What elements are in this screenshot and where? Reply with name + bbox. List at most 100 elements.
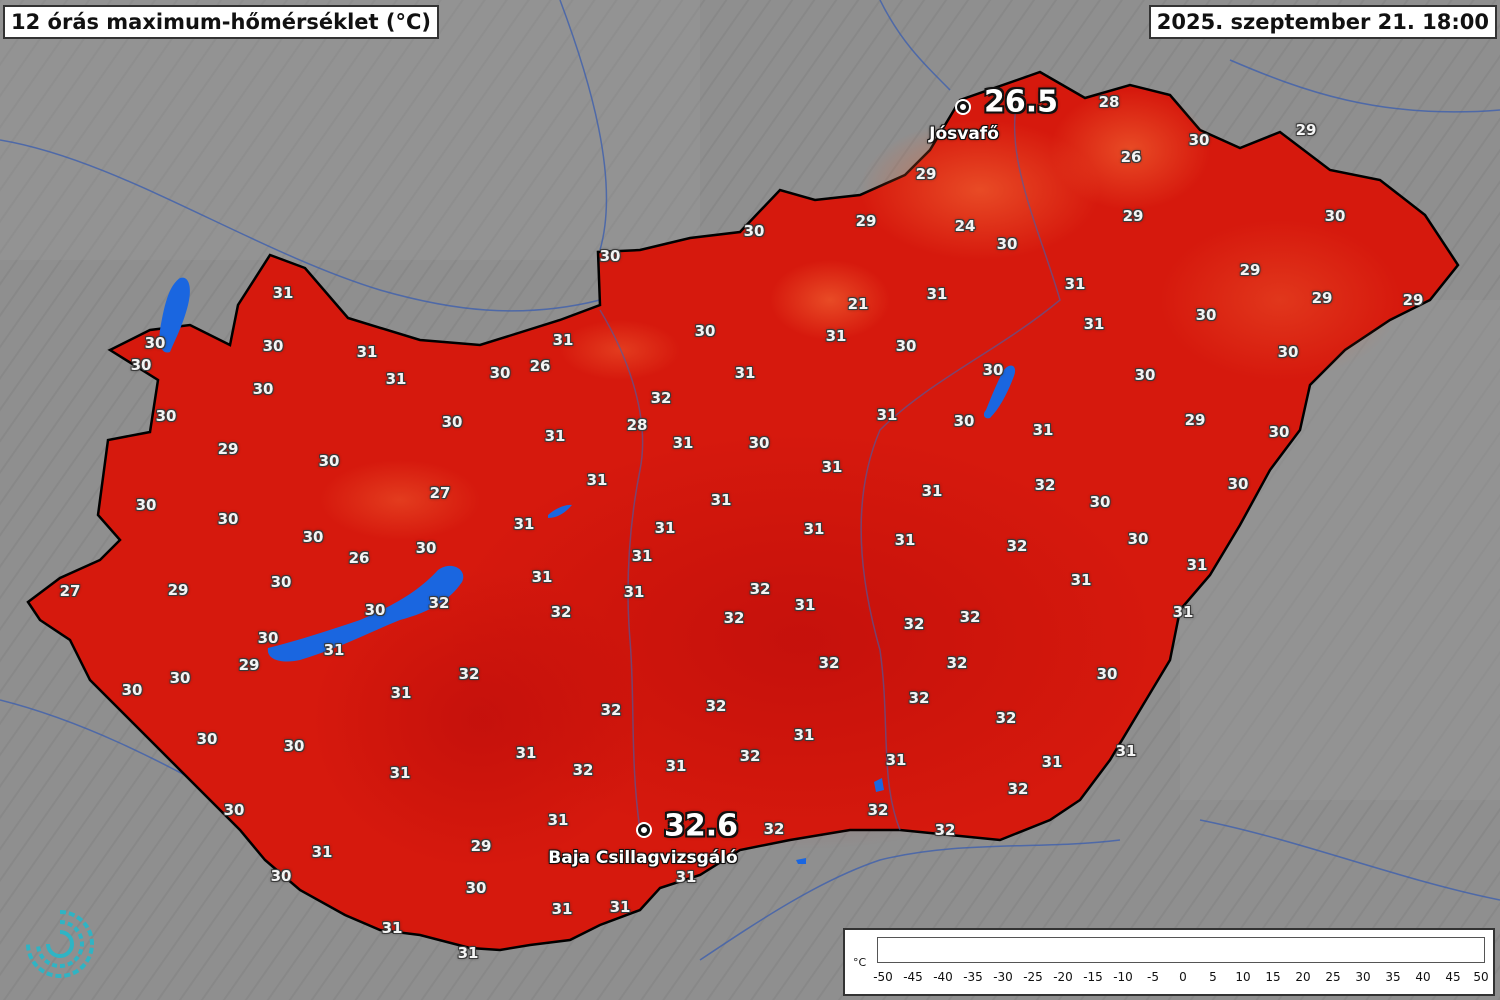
temperature-value: 31: [544, 427, 566, 445]
legend-tick: 45: [1445, 970, 1461, 984]
temperature-value: 29: [1295, 121, 1317, 139]
temperature-value: 29: [167, 581, 189, 599]
legend-tick: -25: [1023, 970, 1043, 984]
temperature-value: 31: [876, 406, 898, 424]
temperature-value: 31: [885, 751, 907, 769]
temperature-value: 31: [1064, 275, 1086, 293]
meteorological-service-logo-icon: [26, 910, 94, 978]
legend-tick: 15: [1265, 970, 1281, 984]
temperature-value: 30: [953, 412, 975, 430]
temperature-value: 28: [626, 416, 648, 434]
temperature-value: 30: [217, 510, 239, 528]
temperature-value: 30: [599, 247, 621, 265]
temperature-value: 30: [441, 413, 463, 431]
station-marker-josvafo[interactable]: [957, 101, 969, 113]
temperature-value: 30: [1089, 493, 1111, 511]
temperature-value: 30: [694, 322, 716, 340]
temperature-value: 29: [1122, 207, 1144, 225]
temperature-value: 30: [144, 334, 166, 352]
temperature-value: 30: [121, 681, 143, 699]
temperature-value: 31: [609, 898, 631, 916]
temperature-value: 31: [921, 482, 943, 500]
temperature-value: 32: [959, 608, 981, 626]
legend-tick: -35: [963, 970, 983, 984]
temperature-value: 31: [1032, 421, 1054, 439]
temperature-value: 31: [794, 596, 816, 614]
temperature-value: 31: [894, 531, 916, 549]
temperature-value: 29: [855, 212, 877, 230]
temperature-value: 29: [238, 656, 260, 674]
temperature-value: 30: [1195, 306, 1217, 324]
river-outside: [879, 0, 951, 91]
temperature-value: 32: [572, 761, 594, 779]
temperature-value: 32: [550, 603, 572, 621]
legend-tick: 5: [1209, 970, 1217, 984]
legend-tick: 20: [1295, 970, 1311, 984]
temperature-value: 30: [1227, 475, 1249, 493]
temperature-value: 29: [217, 440, 239, 458]
temperature-value: 31: [551, 900, 573, 918]
temperature-value: 31: [1070, 571, 1092, 589]
temperature-value: 31: [586, 471, 608, 489]
legend-tick: -45: [903, 970, 923, 984]
temperature-value: 31: [457, 944, 479, 962]
temperature-value: 31: [821, 458, 843, 476]
temperature-value: 30: [155, 407, 177, 425]
map-datetime: 2025. szeptember 21. 18:00: [1148, 5, 1497, 39]
temperature-value: 29: [1311, 289, 1333, 307]
temperature-value: 30: [465, 879, 487, 897]
temperature-value: 32: [867, 801, 889, 819]
temperature-value: 30: [1324, 207, 1346, 225]
temperature-value: 27: [429, 484, 451, 502]
temperature-value: 30: [1268, 423, 1290, 441]
lake-neusiedl: [159, 277, 190, 353]
lake-balaton: [267, 565, 464, 662]
temperature-value: 30: [223, 801, 245, 819]
lake-small: [874, 778, 884, 792]
legend-tick: -10: [1113, 970, 1133, 984]
temperature-value: 31: [825, 327, 847, 345]
temperature-value: 31: [356, 343, 378, 361]
temperature-value: 31: [926, 285, 948, 303]
temperature-value: 30: [895, 337, 917, 355]
temperature-value: 31: [389, 764, 411, 782]
temperature-value: 32: [763, 820, 785, 838]
legend-tick: -30: [993, 970, 1013, 984]
legend-tick: -5: [1147, 970, 1159, 984]
station-marker-baja[interactable]: [638, 824, 650, 836]
river-outside: [699, 839, 1121, 961]
temperature-value: 31: [381, 919, 403, 937]
river-danube: [599, 309, 644, 831]
lake-velence: [548, 504, 572, 518]
temperature-value: 29: [1239, 261, 1261, 279]
temperature-value: 30: [489, 364, 511, 382]
lake-small: [796, 858, 806, 864]
temperature-value: 31: [513, 515, 535, 533]
legend-tick: -40: [933, 970, 953, 984]
legend-bar: [877, 937, 1485, 963]
temperature-value: 30: [257, 629, 279, 647]
temperature-value: 27: [59, 582, 81, 600]
temperature-value: 29: [1402, 291, 1424, 309]
temperature-value: 31: [803, 520, 825, 538]
temperature-value: 32: [1006, 537, 1028, 555]
temperature-value: 31: [1172, 603, 1194, 621]
station-name-baja: Baja Csillagvizsgáló: [548, 848, 738, 868]
temperature-value: 30: [364, 601, 386, 619]
temperature-value: 31: [515, 744, 537, 762]
temperature-value: 32: [995, 709, 1017, 727]
temperature-value: 32: [934, 821, 956, 839]
temperature-value: 30: [270, 573, 292, 591]
map-title: 12 órás maximum-hőmérséklet (°C): [3, 5, 439, 39]
temperature-value: 30: [1134, 366, 1156, 384]
temperature-value: 30: [169, 669, 191, 687]
temperature-value: 32: [1007, 780, 1029, 798]
temperature-value: 29: [470, 837, 492, 855]
legend-tick: 50: [1473, 970, 1489, 984]
temperature-value: 31: [272, 284, 294, 302]
temperature-value: 32: [739, 747, 761, 765]
temperature-value: 31: [390, 684, 412, 702]
temperature-value: 30: [743, 222, 765, 240]
temperature-value: 31: [734, 364, 756, 382]
